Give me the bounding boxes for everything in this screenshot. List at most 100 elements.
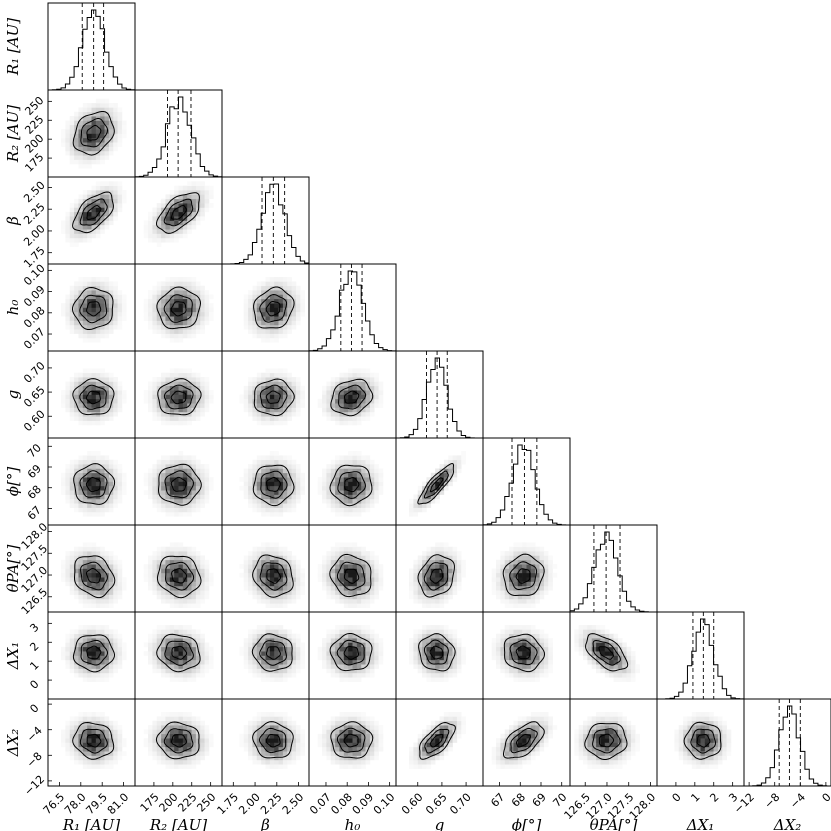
density-cell [113,107,118,113]
density-cell [187,733,192,739]
density-cell [274,285,279,291]
density-cell [269,481,275,487]
density-cell [461,559,466,565]
density-cell [82,398,88,404]
density-cell [430,555,436,561]
density-cell [378,394,384,400]
density-cell [526,585,532,591]
density-cell [74,464,79,469]
density-cell [182,668,188,674]
density-cell [339,511,345,517]
density-cell [261,281,266,287]
density-cell [100,316,105,321]
density-cell [430,498,436,504]
density-cell [152,229,158,234]
density-cell [152,385,158,391]
density-cell [248,490,253,495]
density-cell [543,555,549,561]
density-cell [174,320,179,326]
density-cell [108,672,114,678]
y-tick-label: 68 [25,483,44,502]
density-cell [282,585,288,591]
density-cell [156,729,162,735]
density-cell [104,485,110,491]
density-cell [65,137,71,143]
density-cell [187,420,192,426]
density-cell [100,194,105,200]
density-cell [161,559,166,565]
density-cell [265,281,271,287]
density-cell [635,668,640,674]
density-cell [496,581,501,587]
density-cell [104,507,110,513]
density-cell [365,481,371,487]
density-cell [322,403,327,408]
density-cell [356,651,362,656]
density-cell [409,659,414,665]
density-cell [413,642,419,648]
density-cell [269,564,275,569]
density-cell [74,738,79,743]
density-cell [295,377,301,382]
density-cell [165,377,171,382]
density-cell [265,490,271,495]
density-cell [78,559,84,565]
density-cell [169,285,175,291]
density-cell [265,629,271,635]
density-cell [343,455,349,461]
density-cell [317,655,323,661]
density-cell [269,390,275,395]
density-cell [61,733,66,739]
density-cell [365,416,371,421]
density-cell [204,311,210,317]
density-cell [343,372,349,378]
density-cell [204,203,210,208]
density-cell [248,559,253,565]
density-cell [74,137,79,143]
panel-phi [482,437,571,526]
density-cell [169,477,175,482]
density-cell [117,381,123,387]
density-cell [69,477,75,482]
density-cell [422,638,427,643]
density-cell [239,564,245,569]
density-cell [65,490,71,495]
density-cell [522,546,527,552]
density-cell [330,651,336,656]
density-cell [161,290,166,295]
density-cell [287,311,292,317]
density-cell [187,416,192,421]
density-cell [100,577,105,582]
density-cell [174,381,179,387]
density-cell [496,577,501,582]
density-cell [65,659,71,665]
density-cell [82,746,88,752]
density-cell [365,372,371,378]
density-cell [348,655,353,661]
density-cell [291,468,297,474]
density-cell [574,638,579,643]
density-cell [356,646,362,652]
density-cell [491,590,497,595]
density-cell [317,398,323,404]
density-cell [178,511,184,517]
density-cell [95,155,101,160]
density-cell [148,320,153,326]
density-cell [322,494,327,500]
density-cell [74,720,79,726]
density-cell [117,403,123,408]
density-cell [117,755,123,761]
density-cell [187,411,192,417]
density-cell [195,477,201,482]
density-cell [613,672,619,678]
density-cell [187,677,192,682]
density-cell [174,759,179,765]
density-cell [261,568,266,574]
density-cell [87,603,92,608]
density-cell [509,577,514,582]
density-cell [243,468,249,474]
density-cell [165,477,171,482]
density-cell [378,659,384,665]
density-cell [504,603,510,608]
